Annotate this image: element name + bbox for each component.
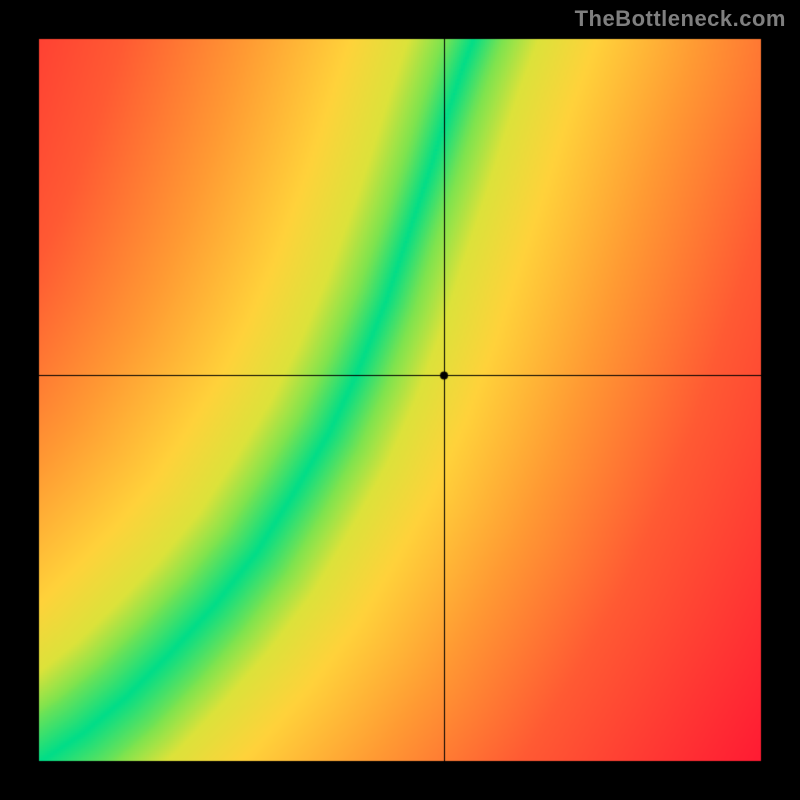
heatmap-canvas xyxy=(0,0,800,800)
chart-container: TheBottleneck.com xyxy=(0,0,800,800)
watermark-text: TheBottleneck.com xyxy=(575,6,786,32)
